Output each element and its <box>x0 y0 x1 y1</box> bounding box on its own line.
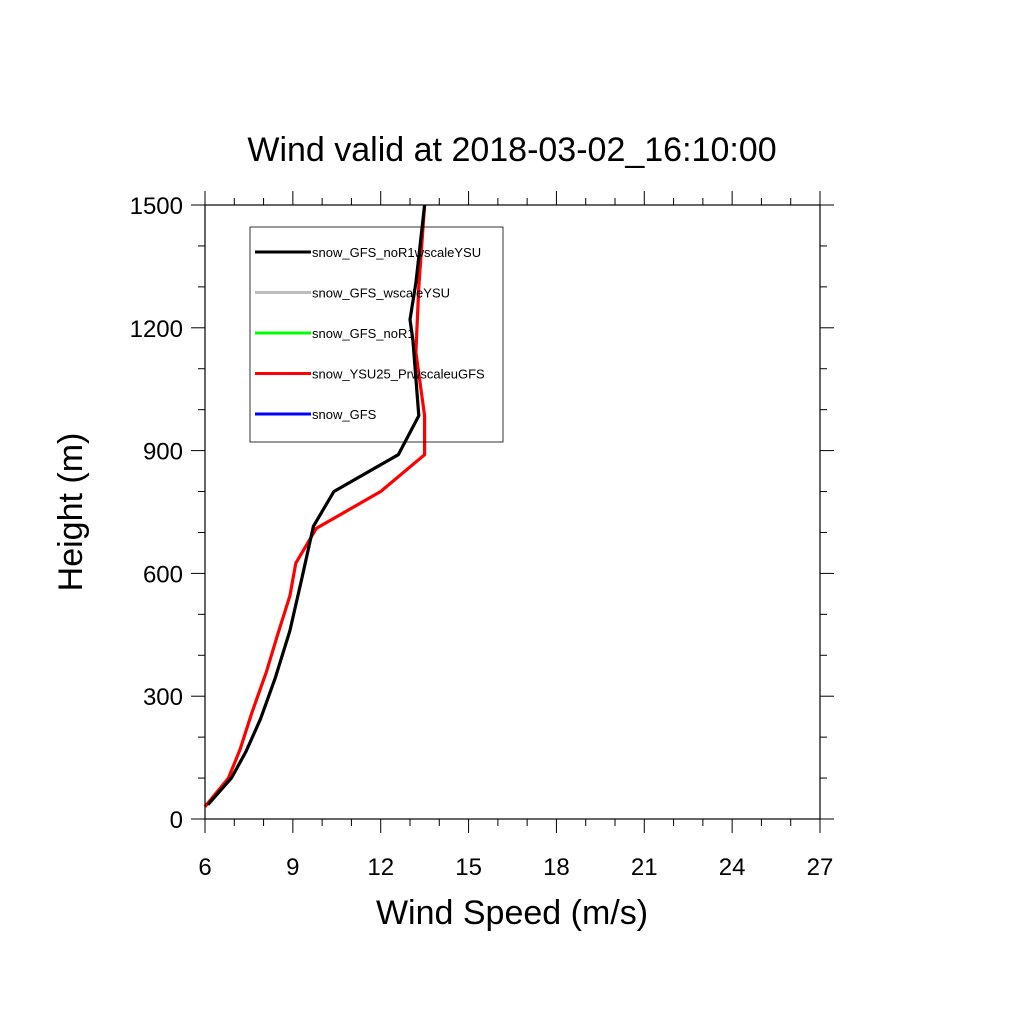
legend-label: snow_GFS <box>312 407 377 422</box>
ticks-layer: 6 9 12 15 18 21 24 27 0 300 600 900 1200 1500 <box>130 191 834 881</box>
series-line <box>203 204 427 808</box>
legend-label: snow_GFS_wscaleYSU <box>312 286 450 301</box>
y-tick-label: 0 <box>170 807 183 834</box>
plot-frame <box>204 204 821 820</box>
legend-label: snow_YSU25_PrwscaleuGFS <box>312 367 485 382</box>
x-tick-label: 9 <box>286 854 299 881</box>
legend-box <box>249 226 504 443</box>
y-tick-label: 1500 <box>130 193 183 220</box>
x-tick-label: 18 <box>543 854 570 881</box>
x-tick-label: 27 <box>807 854 834 881</box>
legend: snow_GFS_noR1wscaleYSU snow_GFS_wscaleYSU… <box>249 226 504 443</box>
y-tick-label: 900 <box>143 439 183 466</box>
legend-label: snow_GFS_noR1wscaleYSU <box>312 245 481 260</box>
series-layer <box>203 204 427 808</box>
x-tick-label: 21 <box>631 854 658 881</box>
x-axis-label: Wind Speed (m/s) <box>376 894 648 932</box>
chart-title: Wind valid at 2018-03-02_16:10:00 <box>247 131 776 169</box>
y-tick-label: 1200 <box>130 316 183 343</box>
x-tick-label: 15 <box>455 854 482 881</box>
y-tick-label: 600 <box>143 561 183 588</box>
x-tick-label: 12 <box>367 854 394 881</box>
x-tick-label: 6 <box>198 854 211 881</box>
y-axis-label: Height (m) <box>52 433 90 592</box>
legend-label: snow_GFS_noR1 <box>312 326 415 341</box>
y-tick-label: 300 <box>143 684 183 711</box>
series-line <box>206 204 427 806</box>
x-tick-label: 24 <box>719 854 746 881</box>
